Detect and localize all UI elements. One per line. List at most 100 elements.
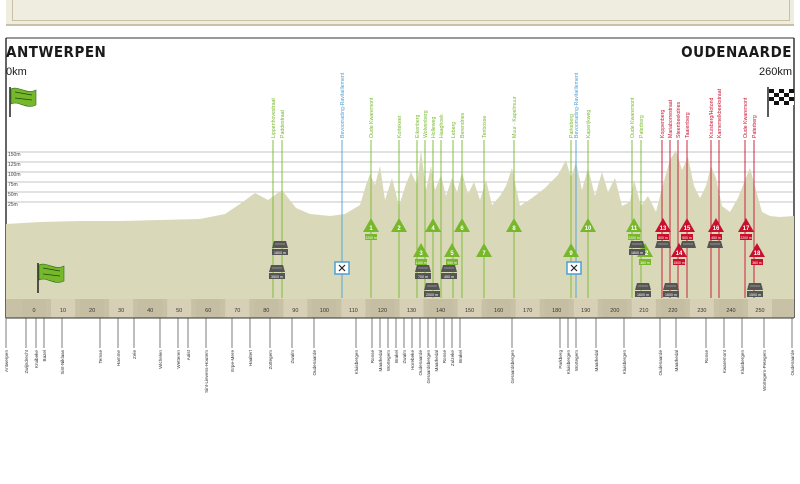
finish-flag-icon (767, 87, 794, 117)
cobble-length-box (747, 291, 763, 297)
km-axis-segment (399, 299, 424, 318)
flag-square (784, 101, 789, 105)
climb-name-label: Holleweg (431, 117, 437, 138)
climb-name-label: Steenbeekdries (676, 102, 682, 138)
climb-length-label: 500 m (682, 236, 692, 240)
flag-square (789, 89, 794, 93)
climb-triangle (454, 218, 470, 232)
place-label: Oudenaarde (418, 350, 423, 376)
climb-name-label: Paterberg (752, 115, 758, 138)
cobble-sector: 2000 m (424, 283, 440, 297)
km-axis-segment (254, 299, 279, 318)
climb-marker: 15 500 m (679, 218, 695, 240)
flag-square (774, 97, 779, 101)
cobble-sector (707, 241, 723, 248)
climb-number: 17 (743, 226, 750, 232)
climb-marker: 6 (454, 218, 470, 232)
climb-number: 9 (569, 251, 573, 257)
cobble-length-label: 3500 m (271, 275, 283, 279)
km-tick-label: 100 (320, 308, 329, 314)
start-flag-lower-icon (37, 263, 65, 293)
climb-length-label: 450 m (711, 236, 721, 240)
place-label: Haaltert (248, 349, 253, 366)
cobble-icon (663, 283, 679, 290)
cobble-sector (655, 241, 671, 248)
climb-name-label: Wolvenberg (423, 110, 429, 138)
climb-name-label: Tenbosse (482, 116, 488, 138)
place-label: Ronse (370, 350, 375, 364)
place-label: Aalst (186, 349, 191, 360)
place-label: Hamme (116, 350, 121, 367)
cobble-length-box (272, 249, 288, 255)
place-label: Kluisbergen (354, 350, 359, 375)
cobble-icon (655, 241, 671, 248)
cobble-sector: 3500 m (269, 265, 285, 279)
km-axis-segment (196, 299, 221, 318)
km-axis-segment (660, 299, 685, 318)
km-axis-segment (602, 299, 627, 318)
cobble-length-label: 700 m (418, 275, 428, 279)
elevation-label: 50m (8, 192, 18, 198)
climb-marker: 2 (391, 218, 407, 232)
climb-name-label: Leberg (451, 122, 457, 138)
km-axis-segment (109, 299, 134, 318)
climb-triangle (391, 218, 407, 232)
cobble-icon (424, 283, 440, 290)
km-axis-segment (312, 299, 337, 318)
feed-zone-icon (334, 261, 350, 275)
climb-triangle (626, 218, 642, 232)
km-tick-label: 0 (32, 308, 35, 314)
place-label: Brakel (458, 350, 463, 363)
km-axis-segment (631, 299, 656, 318)
km-tick-label: 120 (378, 308, 387, 314)
cobble-length-box (663, 291, 679, 297)
climb-length-box (751, 259, 763, 265)
place-label: Maarkedal (378, 350, 383, 371)
feed-zone-cross (570, 264, 578, 272)
climb-name-label: Haaghoek (439, 114, 445, 138)
km-tick-label: 90 (292, 308, 298, 314)
km-tick-label: 30 (118, 308, 124, 314)
climb-name-label: Kortekeer (397, 115, 403, 138)
climb-name-label: Bevoorrading-Ravitaillement (340, 72, 346, 138)
climb-length-label: 360 m (640, 261, 650, 265)
cobble-icon (441, 265, 457, 272)
climb-marker: 14 1500 m (671, 243, 687, 265)
km-tick-label: 160 (494, 308, 503, 314)
climb-triangle (580, 218, 596, 232)
km-tick-label: 10 (60, 308, 66, 314)
flag-square (774, 89, 779, 93)
climb-number: 10 (585, 226, 592, 232)
km-tick-label: 20 (89, 308, 95, 314)
climb-number: 12 (642, 251, 649, 257)
cobble-icon (747, 283, 763, 290)
cobble-length-label: 1800 m (631, 251, 643, 255)
climb-length-box (673, 259, 685, 265)
flag-square (779, 97, 784, 101)
elevation-label: 100m (8, 172, 21, 178)
cobble-length-box (415, 273, 431, 279)
km-axis-segment (225, 299, 250, 318)
cobble-sector: 1600 m (635, 283, 651, 297)
flag-stripes (42, 267, 61, 277)
cobble-icon (635, 283, 651, 290)
climb-length-label: 1100 m (415, 261, 426, 265)
climb-name-label: Taaienberg (685, 112, 691, 138)
flag-square (789, 93, 794, 97)
cobble-icon (269, 265, 285, 272)
place-label: Zele (132, 350, 137, 359)
climb-number: 18 (754, 251, 761, 257)
place-label: Kluisbergen (622, 350, 627, 375)
cobble-length-label: 2000 m (426, 293, 438, 297)
km-axis-segment (341, 299, 366, 318)
climb-marker: 18 360 m (749, 243, 765, 265)
finish-km: 260km (758, 66, 792, 78)
climb-number: 16 (713, 226, 720, 232)
cobble-length-box (629, 249, 645, 255)
climb-name-label: Muur - Kapelmuur (512, 96, 518, 138)
feed-zone-cross (338, 264, 346, 272)
flag-square (779, 89, 784, 93)
elevation-terrain (6, 150, 794, 318)
km-tick-label: 240 (726, 308, 735, 314)
km-tick-label: 40 (147, 308, 153, 314)
